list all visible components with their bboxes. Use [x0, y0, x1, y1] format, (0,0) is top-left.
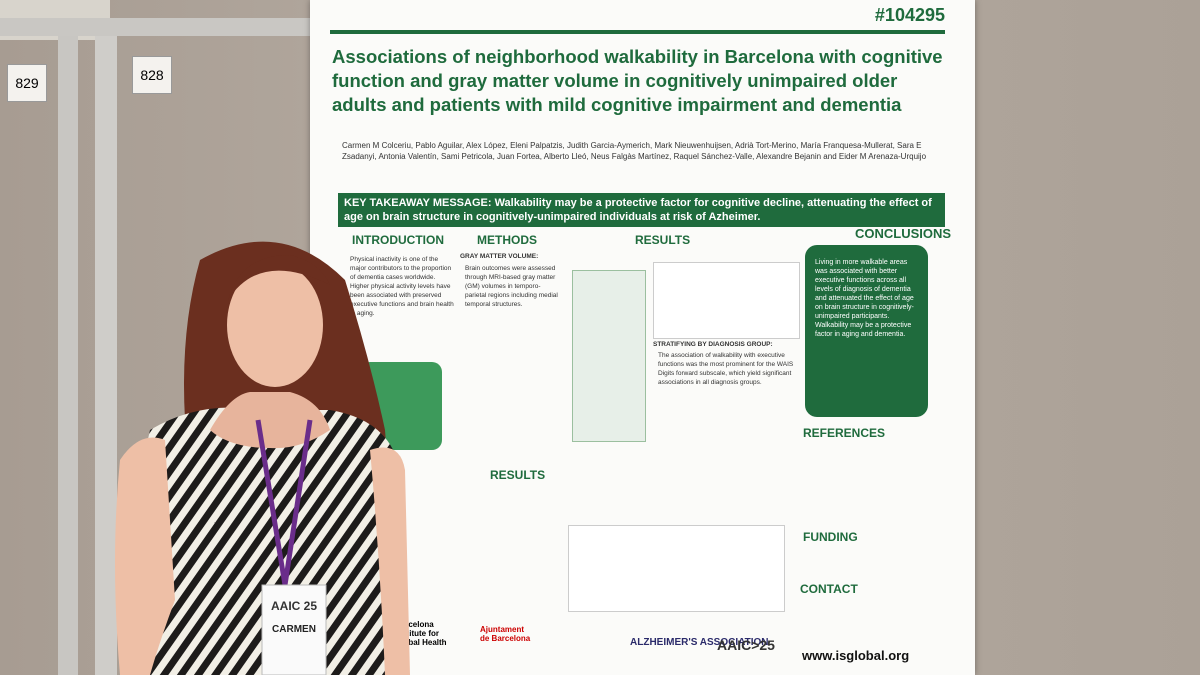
table	[572, 270, 646, 442]
website: www.isglobal.org	[802, 648, 910, 663]
results-text: The association of walkability with exec…	[658, 352, 794, 386]
figure	[568, 525, 785, 612]
poster-id: #104295	[874, 5, 945, 25]
conclusions-box	[805, 245, 928, 417]
hair	[228, 255, 330, 300]
takeaway: KEY TAKEAWAY MESSAGE: Walkability may be…	[338, 193, 945, 227]
methods-heading: GRAY MATTER VOLUME:	[460, 253, 539, 260]
section-heading: INTRODUCTION	[352, 233, 444, 247]
figure	[653, 262, 800, 339]
poster: #104295 Associations of neighborhood wal…	[310, 0, 975, 675]
conclusions-text: Living in more walkable areas was associ…	[815, 259, 914, 338]
dress	[133, 407, 406, 675]
section-heading: REFERENCES	[803, 426, 886, 440]
booth-number: 828	[132, 56, 172, 94]
section-heading: FUNDING	[803, 530, 858, 544]
poster-title: Associations of neighborhood walkability…	[332, 46, 943, 115]
badge-event: AAIC 25	[271, 599, 317, 613]
logo: ALZHEIMER'S ASSOCIATION	[630, 637, 769, 648]
section-heading: CONCLUSIONS	[855, 226, 952, 241]
logo: Barcelona Institute for Global Health	[395, 620, 447, 647]
section-heading: CONTACT	[800, 582, 858, 596]
booth-number: 829	[7, 64, 47, 102]
authors: Carmen M Colceriu, Pablo Aguilar, Alex L…	[342, 141, 927, 161]
frame-bar	[0, 18, 310, 36]
arm	[115, 437, 175, 675]
arm	[370, 447, 410, 675]
badge-name: CARMEN	[272, 624, 316, 635]
methods-text: Brain outcomes were assessed through MRI…	[465, 265, 558, 308]
pole	[58, 20, 78, 675]
section-heading: METHODS	[477, 233, 537, 247]
pole	[95, 20, 117, 675]
face	[227, 263, 323, 387]
logo: AAIC>25	[717, 637, 775, 653]
intro-text: Physical inactivity is one of the major …	[350, 256, 454, 317]
results-heading: STRATIFYING BY DIAGNOSIS GROUP:	[653, 341, 773, 348]
badge	[261, 584, 327, 675]
section-heading: RESULTS	[635, 233, 691, 247]
logo: Ajuntament de Barcelona	[480, 625, 531, 643]
rule	[330, 30, 945, 34]
section-heading: RESULTS	[490, 468, 546, 482]
neck	[210, 392, 330, 449]
